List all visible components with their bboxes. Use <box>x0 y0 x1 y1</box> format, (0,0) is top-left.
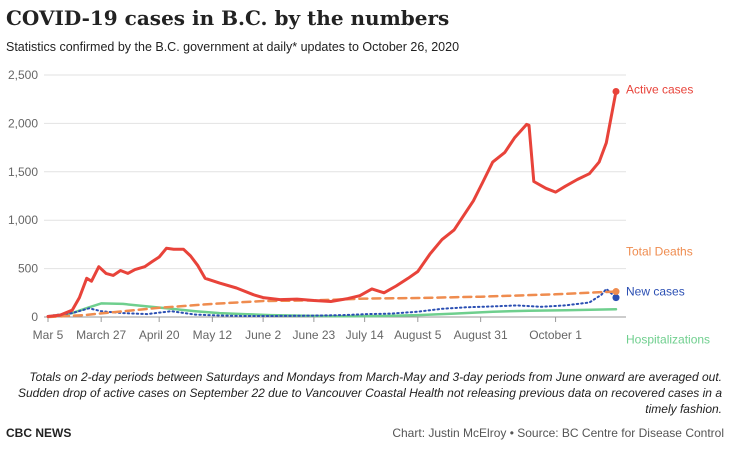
x-tick-label: April 20 <box>139 328 180 342</box>
x-axis-labels: Mar 5 March 27 April 20 May 12 June 2 June 23… <box>33 317 582 342</box>
source-credit: Chart: Justin McElroy • Source: BC Centr… <box>392 426 724 440</box>
series-label-active-cases: Active cases <box>626 82 693 96</box>
x-tick-label: Mar 5 <box>33 328 64 342</box>
series-label-total-deaths: Total Deaths <box>626 245 693 259</box>
y-tick-label: 1,500 <box>8 165 38 179</box>
grid-lines <box>44 74 626 318</box>
end-point-new-cases <box>612 294 620 302</box>
x-tick-label: August 31 <box>454 328 508 342</box>
x-tick-label: October 1 <box>529 328 582 342</box>
end-point-total-deaths <box>612 288 620 296</box>
x-tick-label: March 27 <box>76 328 126 342</box>
y-axis-labels: 0 500 1,000 1,500 2,000 2,500 <box>8 68 38 324</box>
series-labels: Hospitalizations New cases Total Deaths Act… <box>626 82 710 346</box>
x-tick-label: June 23 <box>293 328 336 342</box>
chart-footnote: Totals on 2-day periods between Saturday… <box>18 370 722 416</box>
x-tick-label: May 12 <box>193 328 233 342</box>
y-tick-label: 1,000 <box>8 213 38 227</box>
x-tick-label: July 14 <box>346 328 384 342</box>
series-label-hospitalizations: Hospitalizations <box>626 332 710 346</box>
y-tick-label: 0 <box>31 310 38 324</box>
y-tick-label: 500 <box>18 262 38 276</box>
series-label-new-cases: New cases <box>626 285 685 299</box>
y-tick-label: 2,000 <box>8 116 38 130</box>
series-line-new-cases <box>47 287 617 317</box>
line-chart: 0 500 1,000 1,500 2,000 2,500 Mar 5 March 27 Ap… <box>8 68 710 346</box>
x-tick-label: June 2 <box>245 328 281 342</box>
y-tick-label: 2,500 <box>8 68 38 82</box>
chart-subtitle: Statistics confirmed by the B.C. governm… <box>6 40 460 54</box>
x-tick-label: August 5 <box>394 328 442 342</box>
series-line-active-cases <box>46 90 618 318</box>
chart-title: COVID-19 cases in B.C. by the numbers <box>6 6 450 30</box>
series-line-hospitalizations <box>46 302 618 318</box>
brand-label: CBC NEWS <box>6 426 72 440</box>
series-lines <box>46 87 620 319</box>
end-point-active-cases <box>612 87 620 95</box>
